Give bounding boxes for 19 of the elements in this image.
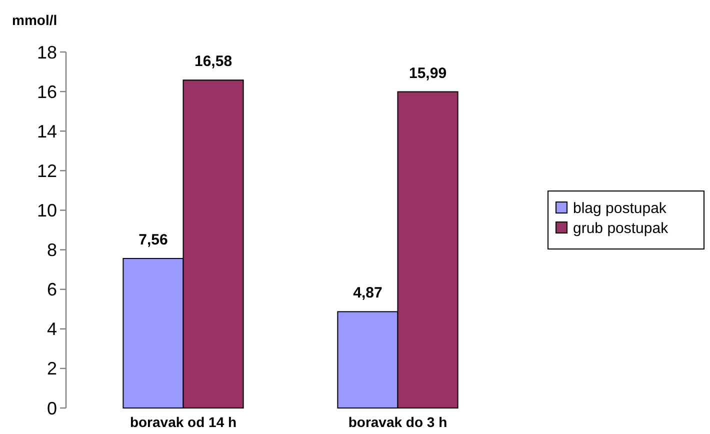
data-label: 4,87 <box>353 284 382 302</box>
legend-label: blag postupak <box>573 200 667 217</box>
legend-label: grub postupak <box>573 220 669 237</box>
y-tick-label: 4 <box>46 319 57 340</box>
y-tick-label: 10 <box>36 200 57 221</box>
y-tick-label: 18 <box>36 42 57 62</box>
y-tick-label: 14 <box>36 121 57 142</box>
x-tick-label: boravak do 3 h <box>348 414 448 430</box>
y-tick-label: 12 <box>36 160 57 181</box>
y-tick-label: 2 <box>46 358 57 379</box>
data-label: 15,99 <box>409 64 447 82</box>
y-axis-title: mmol/l <box>12 12 58 28</box>
x-tick-label: boravak od 14 h <box>130 414 237 430</box>
y-tick-label: 8 <box>46 240 57 260</box>
y-tick-label: 6 <box>46 280 57 300</box>
y-tick-label: 0 <box>46 398 57 418</box>
y-tick-label: 16 <box>36 82 57 102</box>
data-label: 7,56 <box>138 231 168 248</box>
data-label: 16,58 <box>194 53 232 70</box>
